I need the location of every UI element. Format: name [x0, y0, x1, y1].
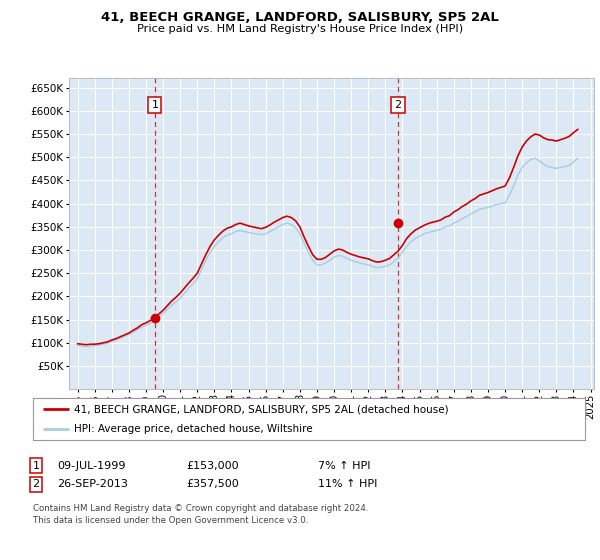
Text: Contains HM Land Registry data © Crown copyright and database right 2024.
This d: Contains HM Land Registry data © Crown c…	[33, 504, 368, 525]
Text: £357,500: £357,500	[186, 479, 239, 489]
Text: 41, BEECH GRANGE, LANDFORD, SALISBURY, SP5 2AL (detached house): 41, BEECH GRANGE, LANDFORD, SALISBURY, S…	[74, 404, 449, 414]
Text: £153,000: £153,000	[186, 461, 239, 471]
Text: 1: 1	[151, 100, 158, 110]
Text: 41, BEECH GRANGE, LANDFORD, SALISBURY, SP5 2AL: 41, BEECH GRANGE, LANDFORD, SALISBURY, S…	[101, 11, 499, 24]
Text: HPI: Average price, detached house, Wiltshire: HPI: Average price, detached house, Wilt…	[74, 424, 313, 434]
Text: 7% ↑ HPI: 7% ↑ HPI	[318, 461, 371, 471]
Text: 2: 2	[394, 100, 401, 110]
Text: 26-SEP-2013: 26-SEP-2013	[57, 479, 128, 489]
Text: 09-JUL-1999: 09-JUL-1999	[57, 461, 125, 471]
Text: 11% ↑ HPI: 11% ↑ HPI	[318, 479, 377, 489]
Text: 1: 1	[32, 461, 40, 471]
Text: Price paid vs. HM Land Registry's House Price Index (HPI): Price paid vs. HM Land Registry's House …	[137, 24, 463, 34]
Text: 2: 2	[32, 479, 40, 489]
